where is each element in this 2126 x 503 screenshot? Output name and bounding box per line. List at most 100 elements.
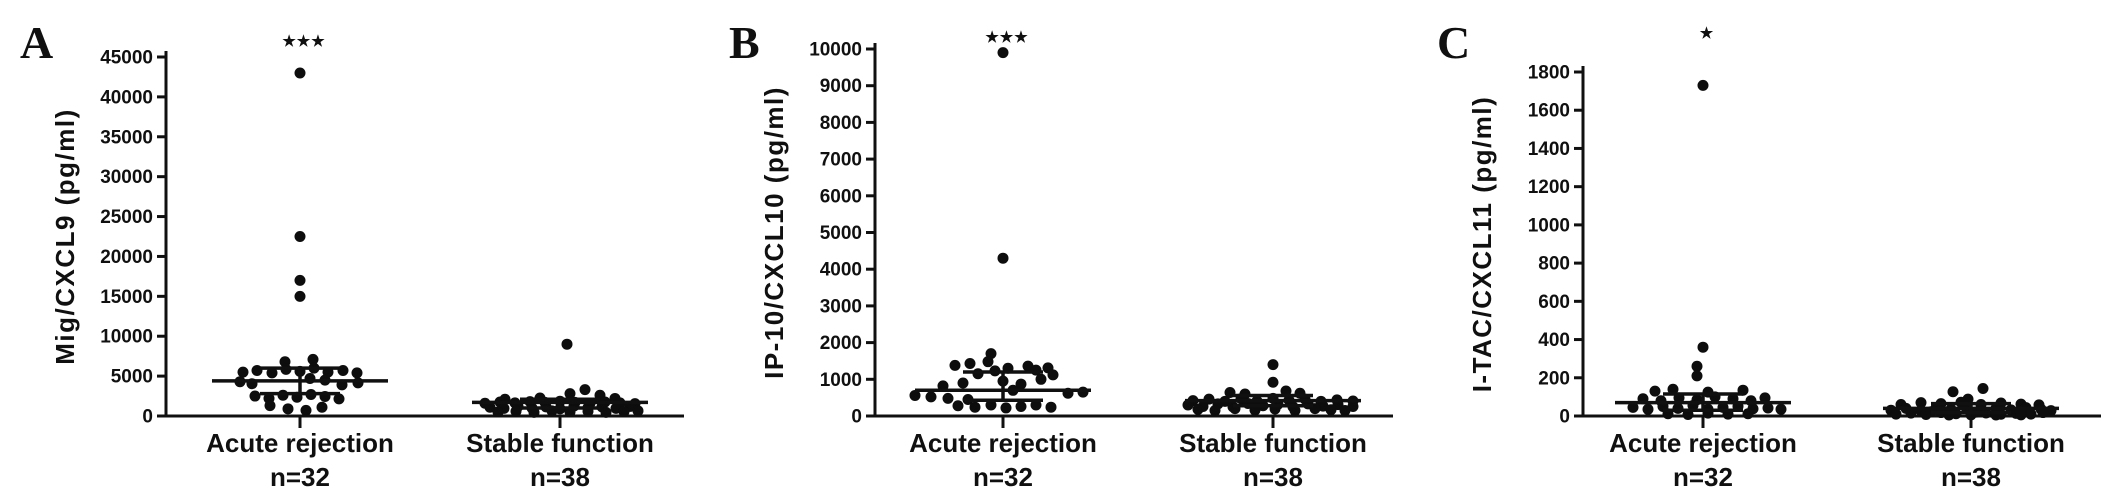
scatter-point (1947, 386, 1959, 398)
y-tick-label: 1000 (819, 370, 861, 391)
significance-marker: ★★★ (985, 29, 1028, 46)
scatter-point (2015, 409, 2027, 421)
scatter-point (1339, 404, 1351, 416)
scatter-point (1325, 404, 1337, 416)
scatter-point (1035, 373, 1047, 385)
y-tick-label: 400 (1539, 330, 1571, 351)
y-tick-label: 10000 (100, 327, 153, 348)
y-tick-label: 5000 (819, 223, 861, 244)
y-tick-label: 6000 (819, 186, 861, 207)
scatter-point (1742, 408, 1754, 420)
scatter-point (294, 274, 306, 286)
scatter-point (333, 393, 345, 405)
y-tick-label: 8000 (819, 113, 861, 134)
panel-chart-c: C 0 200 400 600 800 1000 1200 1400 1600 1800 I-TAC/… (1437, 17, 2102, 492)
scatter-point (1697, 79, 1709, 91)
scatter-point (1267, 376, 1279, 388)
scatter-point (997, 47, 1009, 59)
scatter-point (1672, 402, 1684, 414)
scatter-point (600, 406, 612, 418)
group-sublabel: n=38 (1941, 462, 2001, 492)
y-tick-label: 30000 (100, 167, 153, 188)
y-tick-label: 3000 (819, 296, 861, 317)
panel-chart-a: A 0 5000 10000 15000 20000 25000 30000 35000 4000… (20, 17, 684, 492)
y-tick-label: 1600 (1528, 101, 1570, 122)
scatter-point (909, 389, 921, 401)
scatter-point (1000, 402, 1012, 414)
scatter-point (1890, 408, 1902, 420)
scatter-points (1885, 382, 2057, 421)
scatter-point (1289, 404, 1301, 416)
panel-label: A (20, 17, 53, 68)
scatter-point (1015, 400, 1027, 412)
scatter-point (1267, 359, 1279, 371)
group-label: Stable function (466, 428, 654, 458)
scatter-point (294, 290, 306, 302)
scatter-point (2025, 408, 2037, 420)
y-tick-label: 0 (851, 406, 862, 427)
scatter-point (1209, 404, 1221, 416)
scatter-point (632, 405, 644, 417)
scatter-point (1691, 370, 1703, 382)
scatter-point (351, 367, 363, 379)
scatter-point (1030, 399, 1042, 411)
scatter-point (337, 365, 349, 377)
scatter-point (1649, 385, 1661, 397)
panel-chart-b: B 0 1000 2000 3000 4000 5000 6000 7000 8000 9000 10… (729, 17, 1393, 492)
scatter-point (618, 406, 630, 418)
group-sublabel: n=32 (270, 462, 330, 492)
scatter-point (294, 231, 306, 243)
y-tick-label: 15000 (100, 287, 153, 308)
y-tick-label: 40000 (100, 87, 153, 108)
group-sublabel: n=32 (973, 462, 1033, 492)
y-tick-label: 600 (1539, 292, 1571, 313)
y-axis-title: IP-10/CXCL10 (pg/ml) (759, 86, 789, 379)
scatter-point (1775, 403, 1787, 415)
scatter-point (1667, 383, 1679, 395)
group-sublabel: n=32 (1673, 462, 1733, 492)
y-tick-label: 1400 (1528, 139, 1570, 160)
scatter-point (964, 358, 976, 370)
scatter-point (282, 403, 294, 415)
scatter-point (484, 401, 496, 413)
scatter-point (1077, 386, 1089, 398)
group-label: Stable function (1877, 428, 2065, 458)
y-tick-label: 1000 (1528, 215, 1570, 236)
y-tick-label: 1200 (1528, 177, 1570, 198)
y-tick-label: 45000 (100, 48, 153, 69)
scatter-point (264, 400, 276, 412)
scatter-point (1915, 397, 1927, 409)
scatter-point (1224, 387, 1236, 399)
scatter-point (942, 392, 954, 404)
scatter-point (997, 252, 1009, 264)
scatter-point (564, 388, 576, 400)
scatter-points (1627, 79, 1787, 420)
y-tick-label: 1800 (1528, 63, 1570, 84)
y-tick-label: 0 (1560, 406, 1571, 427)
scatter-point (579, 384, 591, 396)
y-tick-label: 9000 (819, 76, 861, 97)
scatter-point (300, 404, 312, 416)
scatter-point (1192, 403, 1204, 415)
scatter-point (1697, 341, 1709, 353)
group-label: Acute rejection (206, 428, 394, 458)
scatter-point (316, 401, 328, 413)
scatter-point (957, 377, 969, 389)
y-tick-label: 4000 (819, 260, 861, 281)
scatter-point (266, 367, 278, 379)
scatter-point (1691, 360, 1703, 372)
scatter-point (972, 368, 984, 380)
significance-marker: ★★★ (282, 33, 325, 50)
y-axis-title: I-TAC/CXCL11 (pg/ml) (1467, 96, 1497, 393)
significance-marker: ★ (1700, 25, 1714, 42)
scatter-points (234, 67, 364, 416)
y-tick-label: 5000 (111, 367, 153, 388)
y-tick-label: 10000 (809, 40, 862, 61)
scatter-point (985, 399, 997, 411)
group-label: Acute rejection (909, 428, 1097, 458)
scatter-point (492, 406, 504, 418)
scatter-point (294, 67, 306, 79)
scatter-point (1759, 392, 1771, 404)
scatter-point (969, 401, 981, 413)
